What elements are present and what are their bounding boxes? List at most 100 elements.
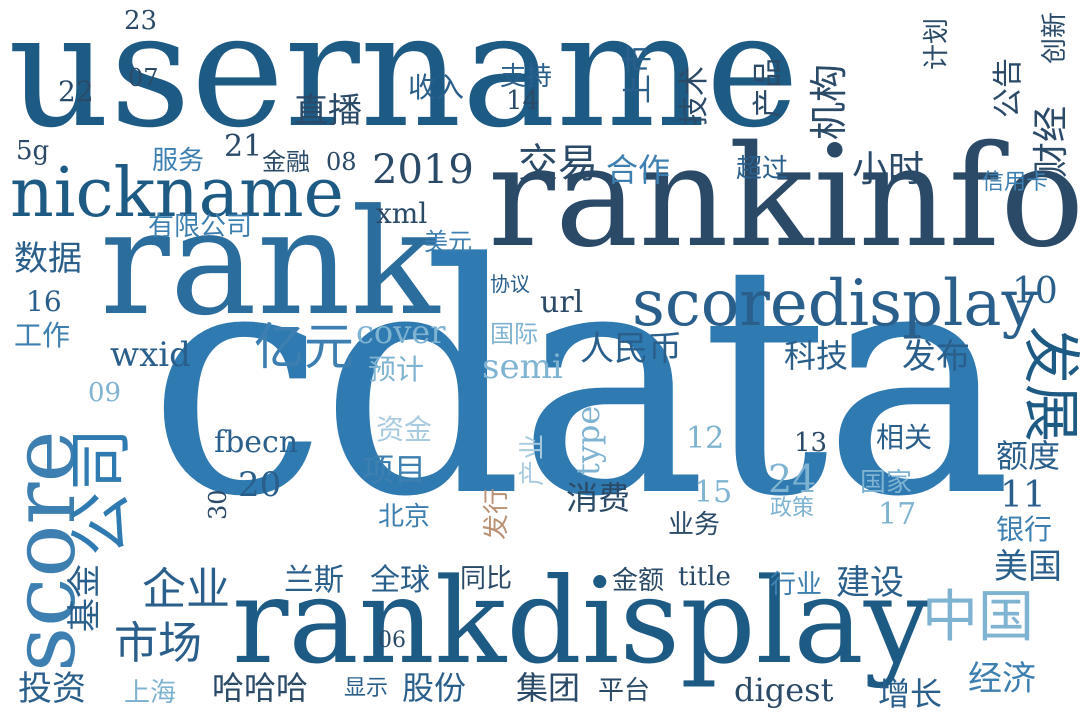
word-zengzhang: 增长: [878, 675, 943, 713]
word-xiaofei: 消费: [566, 479, 631, 517]
word-jine: 金额: [612, 566, 665, 596]
word-17: 17: [878, 497, 917, 532]
word-shichang: 市场: [114, 618, 202, 669]
word-quanqiu: 全球: [370, 563, 430, 598]
word-semi: semi: [482, 347, 563, 387]
word-fuwu: 服务: [152, 146, 205, 176]
word-username: username: [8, 0, 800, 163]
word-scoredisplay: scoredisplay: [632, 267, 1038, 341]
word-09: 09: [88, 378, 122, 408]
word-tongbi: 同比: [460, 564, 513, 594]
word-gongsi: 公司: [65, 428, 139, 556]
word-jijin: 基金: [65, 564, 105, 632]
word-jiaoyi: 交易: [518, 141, 598, 187]
word-zijin: 资金: [376, 413, 433, 446]
word-qiye: 企业: [142, 564, 230, 615]
word-fbecn: fbecn: [214, 425, 299, 460]
word-jishu: 技术: [677, 66, 712, 126]
word-16: 16: [26, 285, 62, 318]
word-guojia: 国家: [860, 468, 913, 498]
word-renminbi: 人民币: [580, 329, 682, 369]
word-14: 14: [506, 86, 540, 116]
word-zhongguo: 中国: [922, 585, 1034, 650]
word-faxing: 发行: [482, 487, 512, 540]
word-rankdisplay: rankdisplay: [232, 552, 931, 690]
word-youxian: 有限公司: [148, 212, 253, 242]
word-rank: rank: [100, 178, 440, 348]
word-beijing: 北京: [378, 502, 431, 532]
word-xiangmu: 项目: [362, 451, 427, 489]
word-type: type: [569, 405, 607, 476]
word-nickname: nickname: [10, 154, 344, 233]
word-21: 21: [224, 129, 263, 164]
word-gongzuo: 工作: [14, 319, 71, 352]
word-caijing: 财经: [1031, 105, 1072, 178]
word-keji: 科技: [784, 337, 849, 375]
word-rankinfo: rankinfo: [488, 116, 1080, 279]
word-fabu: 发布: [902, 337, 970, 377]
word-yewu: 业务: [668, 510, 721, 540]
word-cdata: cdata: [148, 196, 1013, 566]
word-meiguo: 美国: [994, 547, 1062, 587]
word-yiyuan: 亿元: [254, 318, 354, 376]
word-jituan: 集团: [516, 669, 581, 707]
word-hangye: 行业: [770, 570, 823, 600]
word-10: 10: [1012, 271, 1058, 312]
word-13: 13: [794, 428, 828, 458]
word-24: 24: [768, 457, 817, 501]
word-gonggao: 公告: [991, 58, 1026, 118]
word-url: url: [540, 285, 584, 320]
word-xiangguan: 相关: [876, 421, 933, 454]
word-pingtai: 平台: [598, 676, 651, 706]
word-shangshi: 上市: [621, 44, 656, 104]
word-07: 07: [128, 64, 159, 92]
word-jinrong: 金融: [262, 148, 310, 176]
word-08: 08: [326, 148, 357, 176]
word-touzi: 投资: [18, 669, 86, 709]
word-hahaha: 哈哈哈: [212, 669, 309, 707]
word-zhichi: 支持: [500, 62, 553, 92]
word-meiyuan: 美元: [424, 228, 472, 256]
word-zhengce: 政策: [770, 496, 815, 521]
word-xianshi: 显示: [344, 676, 389, 701]
word-xieyi: 协议: [490, 272, 530, 296]
word-5g: 5g: [16, 136, 50, 166]
word-xinyongka: 信用卡: [982, 170, 1049, 195]
word-shanghai: 上海: [124, 678, 177, 708]
word-chaoguo: 超过: [736, 154, 789, 184]
word-chuangxin: 创新: [1040, 11, 1070, 64]
word-15: 15: [694, 475, 733, 510]
word-cover: cover: [356, 313, 446, 351]
word-yuji: 预计: [368, 353, 425, 386]
word-digest: digest: [734, 671, 834, 709]
word-2019: 2019: [372, 147, 474, 193]
word-11: 11: [1000, 475, 1046, 516]
word-12: 12: [686, 421, 725, 456]
word-xiaoshi: 小时: [852, 149, 925, 190]
word-xml: xml: [376, 197, 428, 230]
word-title: title: [678, 562, 731, 592]
word-chanye: 产业: [518, 433, 548, 486]
word-hezuo: 合作: [606, 151, 671, 189]
word-jianshe: 建设: [836, 563, 904, 603]
word-lansi: 兰斯: [284, 563, 344, 598]
word-yinhang: 银行: [996, 513, 1053, 546]
word-shuju: 数据: [14, 239, 82, 279]
word-jihua: 计划: [922, 17, 952, 70]
word-zhibo: 直播: [294, 91, 362, 131]
word-jigou: 机构: [807, 63, 851, 140]
word-chanpin: 产品: [751, 58, 786, 118]
word-gufen: 股份: [402, 669, 467, 707]
word-guoji: 国际: [490, 320, 538, 348]
word-shouru: 收入: [408, 71, 465, 104]
word-06: 06: [378, 628, 406, 653]
word-wxid: wxid: [110, 335, 191, 375]
word-edu: 额度: [996, 437, 1061, 475]
word-fazhan: 发展: [1017, 326, 1080, 443]
word-20: 20: [238, 465, 282, 505]
word-30: 30: [204, 489, 232, 520]
word-22: 22: [58, 75, 94, 108]
word-jingji: 经济: [968, 659, 1036, 699]
word-23: 23: [124, 6, 158, 36]
